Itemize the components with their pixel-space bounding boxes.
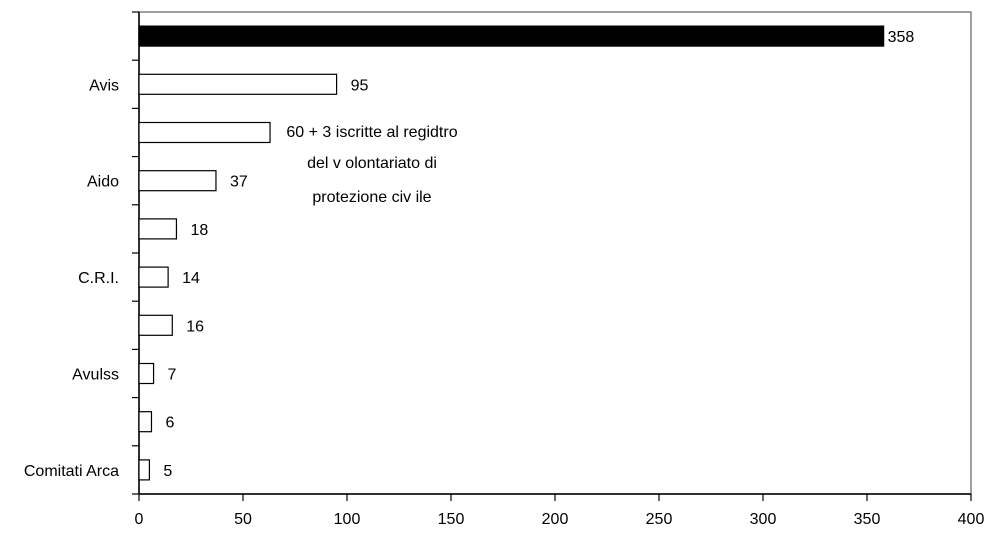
x-tick-label: 50 xyxy=(234,511,252,528)
bar xyxy=(138,362,155,385)
category-label: Comitati Arca xyxy=(24,463,119,480)
y-axis-ticks xyxy=(132,11,139,495)
annotation-line-2: del v olontariato di xyxy=(307,155,437,172)
x-tick-label: 0 xyxy=(135,511,144,528)
bar xyxy=(138,411,153,433)
category-labels: Avis Aido C.R.I. Avulss Comitati Arca xyxy=(24,77,119,480)
value-label: 7 xyxy=(168,367,177,384)
x-tick-label: 200 xyxy=(542,511,569,528)
bar xyxy=(138,170,217,192)
annotation-line-1: 60 + 3 iscritte al regidtro xyxy=(286,124,457,141)
bar xyxy=(138,25,885,47)
value-label: 16 xyxy=(186,318,204,335)
value-labels: 358 95 37 18 14 16 7 6 5 xyxy=(163,29,914,480)
category-label: Aido xyxy=(87,174,119,191)
bar xyxy=(138,459,150,481)
value-label: 14 xyxy=(182,270,200,287)
bars xyxy=(138,25,885,481)
value-label: 6 xyxy=(165,415,174,432)
bar xyxy=(138,73,338,95)
category-label: C.R.I. xyxy=(78,270,119,287)
x-tick-label: 350 xyxy=(854,511,881,528)
value-label: 37 xyxy=(230,174,248,191)
x-tick-label: 400 xyxy=(958,511,985,528)
category-label: Avulss xyxy=(72,367,119,384)
value-label: 18 xyxy=(190,222,208,239)
category-label: Avis xyxy=(89,77,119,94)
bar xyxy=(138,121,271,144)
value-label: 358 xyxy=(888,29,915,46)
bar xyxy=(138,266,169,288)
bar xyxy=(138,218,178,240)
x-tick-label: 250 xyxy=(646,511,673,528)
value-label: 5 xyxy=(163,463,172,480)
x-tick-label: 150 xyxy=(438,511,465,528)
x-tick-label: 100 xyxy=(334,511,361,528)
annotation-line-3: protezione civ ile xyxy=(312,189,431,206)
bar xyxy=(138,314,173,336)
x-axis-ticks: 0 50 100 150 200 250 300 350 400 xyxy=(135,494,985,528)
x-tick-label: 300 xyxy=(750,511,777,528)
value-label: 95 xyxy=(351,77,369,94)
